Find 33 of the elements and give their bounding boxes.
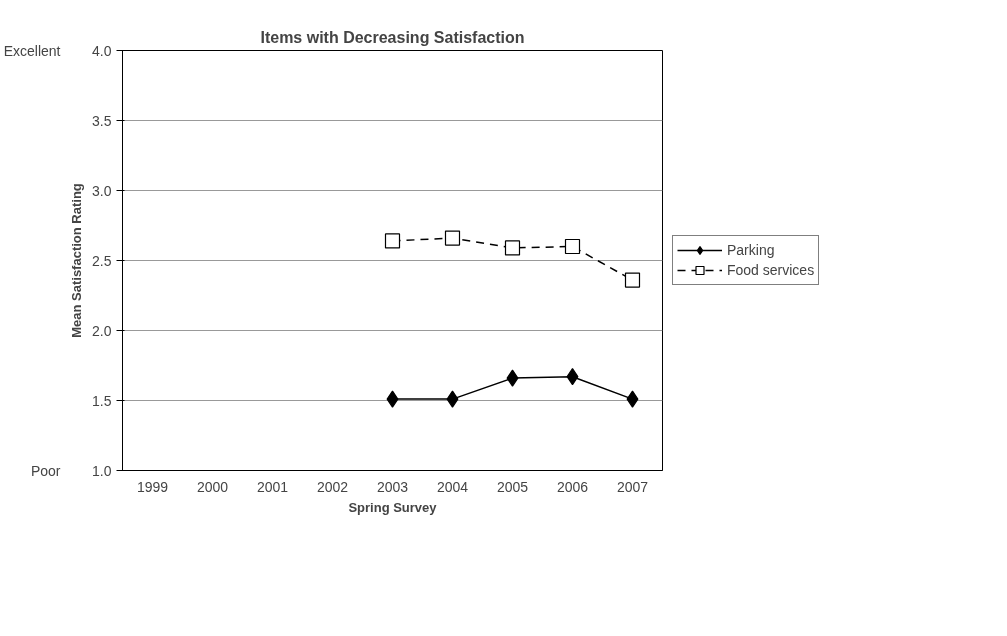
legend-label: Parking: [727, 242, 775, 258]
x-tick-label: 2006: [556, 478, 589, 495]
chart-title: Items with Decreasing Satisfaction: [260, 28, 525, 46]
x-tick-label: 2001: [256, 478, 289, 495]
text: Poor: [30, 462, 61, 479]
y-tick-label: 3.5: [92, 112, 112, 129]
x-tick-label: 1999: [136, 478, 169, 495]
point: [386, 390, 399, 408]
point: [566, 368, 579, 386]
x-tick-label: 2000: [196, 478, 229, 495]
legend-label: Food services: [727, 262, 815, 278]
x-tick-label: 2007: [616, 478, 649, 495]
y-tick-label: 1.5: [92, 392, 112, 409]
point: [506, 369, 519, 387]
point: [444, 230, 461, 246]
text: Excellent: [3, 42, 61, 59]
x-tick-label: 2005: [496, 478, 529, 495]
point: [624, 272, 641, 288]
point: [564, 238, 581, 255]
y-axis-title: Mean Satisfaction Rating: [69, 183, 85, 338]
x-axis-title: Spring Survey: [348, 499, 438, 515]
point: [446, 390, 459, 408]
y-tick-label: 2.5: [92, 252, 112, 269]
x-tick-label: 2003: [376, 478, 409, 495]
y-tick-label: 1.0: [92, 462, 112, 479]
point: [626, 390, 639, 408]
x-tick-label: 2002: [316, 478, 349, 495]
y-tick-label: 2.0: [92, 322, 112, 339]
y-tick-label: 4.0: [92, 42, 112, 59]
point: [504, 240, 521, 256]
y-tick-label: 3.0: [92, 182, 112, 199]
x-tick-label: 2004: [436, 478, 469, 495]
point: [384, 233, 401, 249]
